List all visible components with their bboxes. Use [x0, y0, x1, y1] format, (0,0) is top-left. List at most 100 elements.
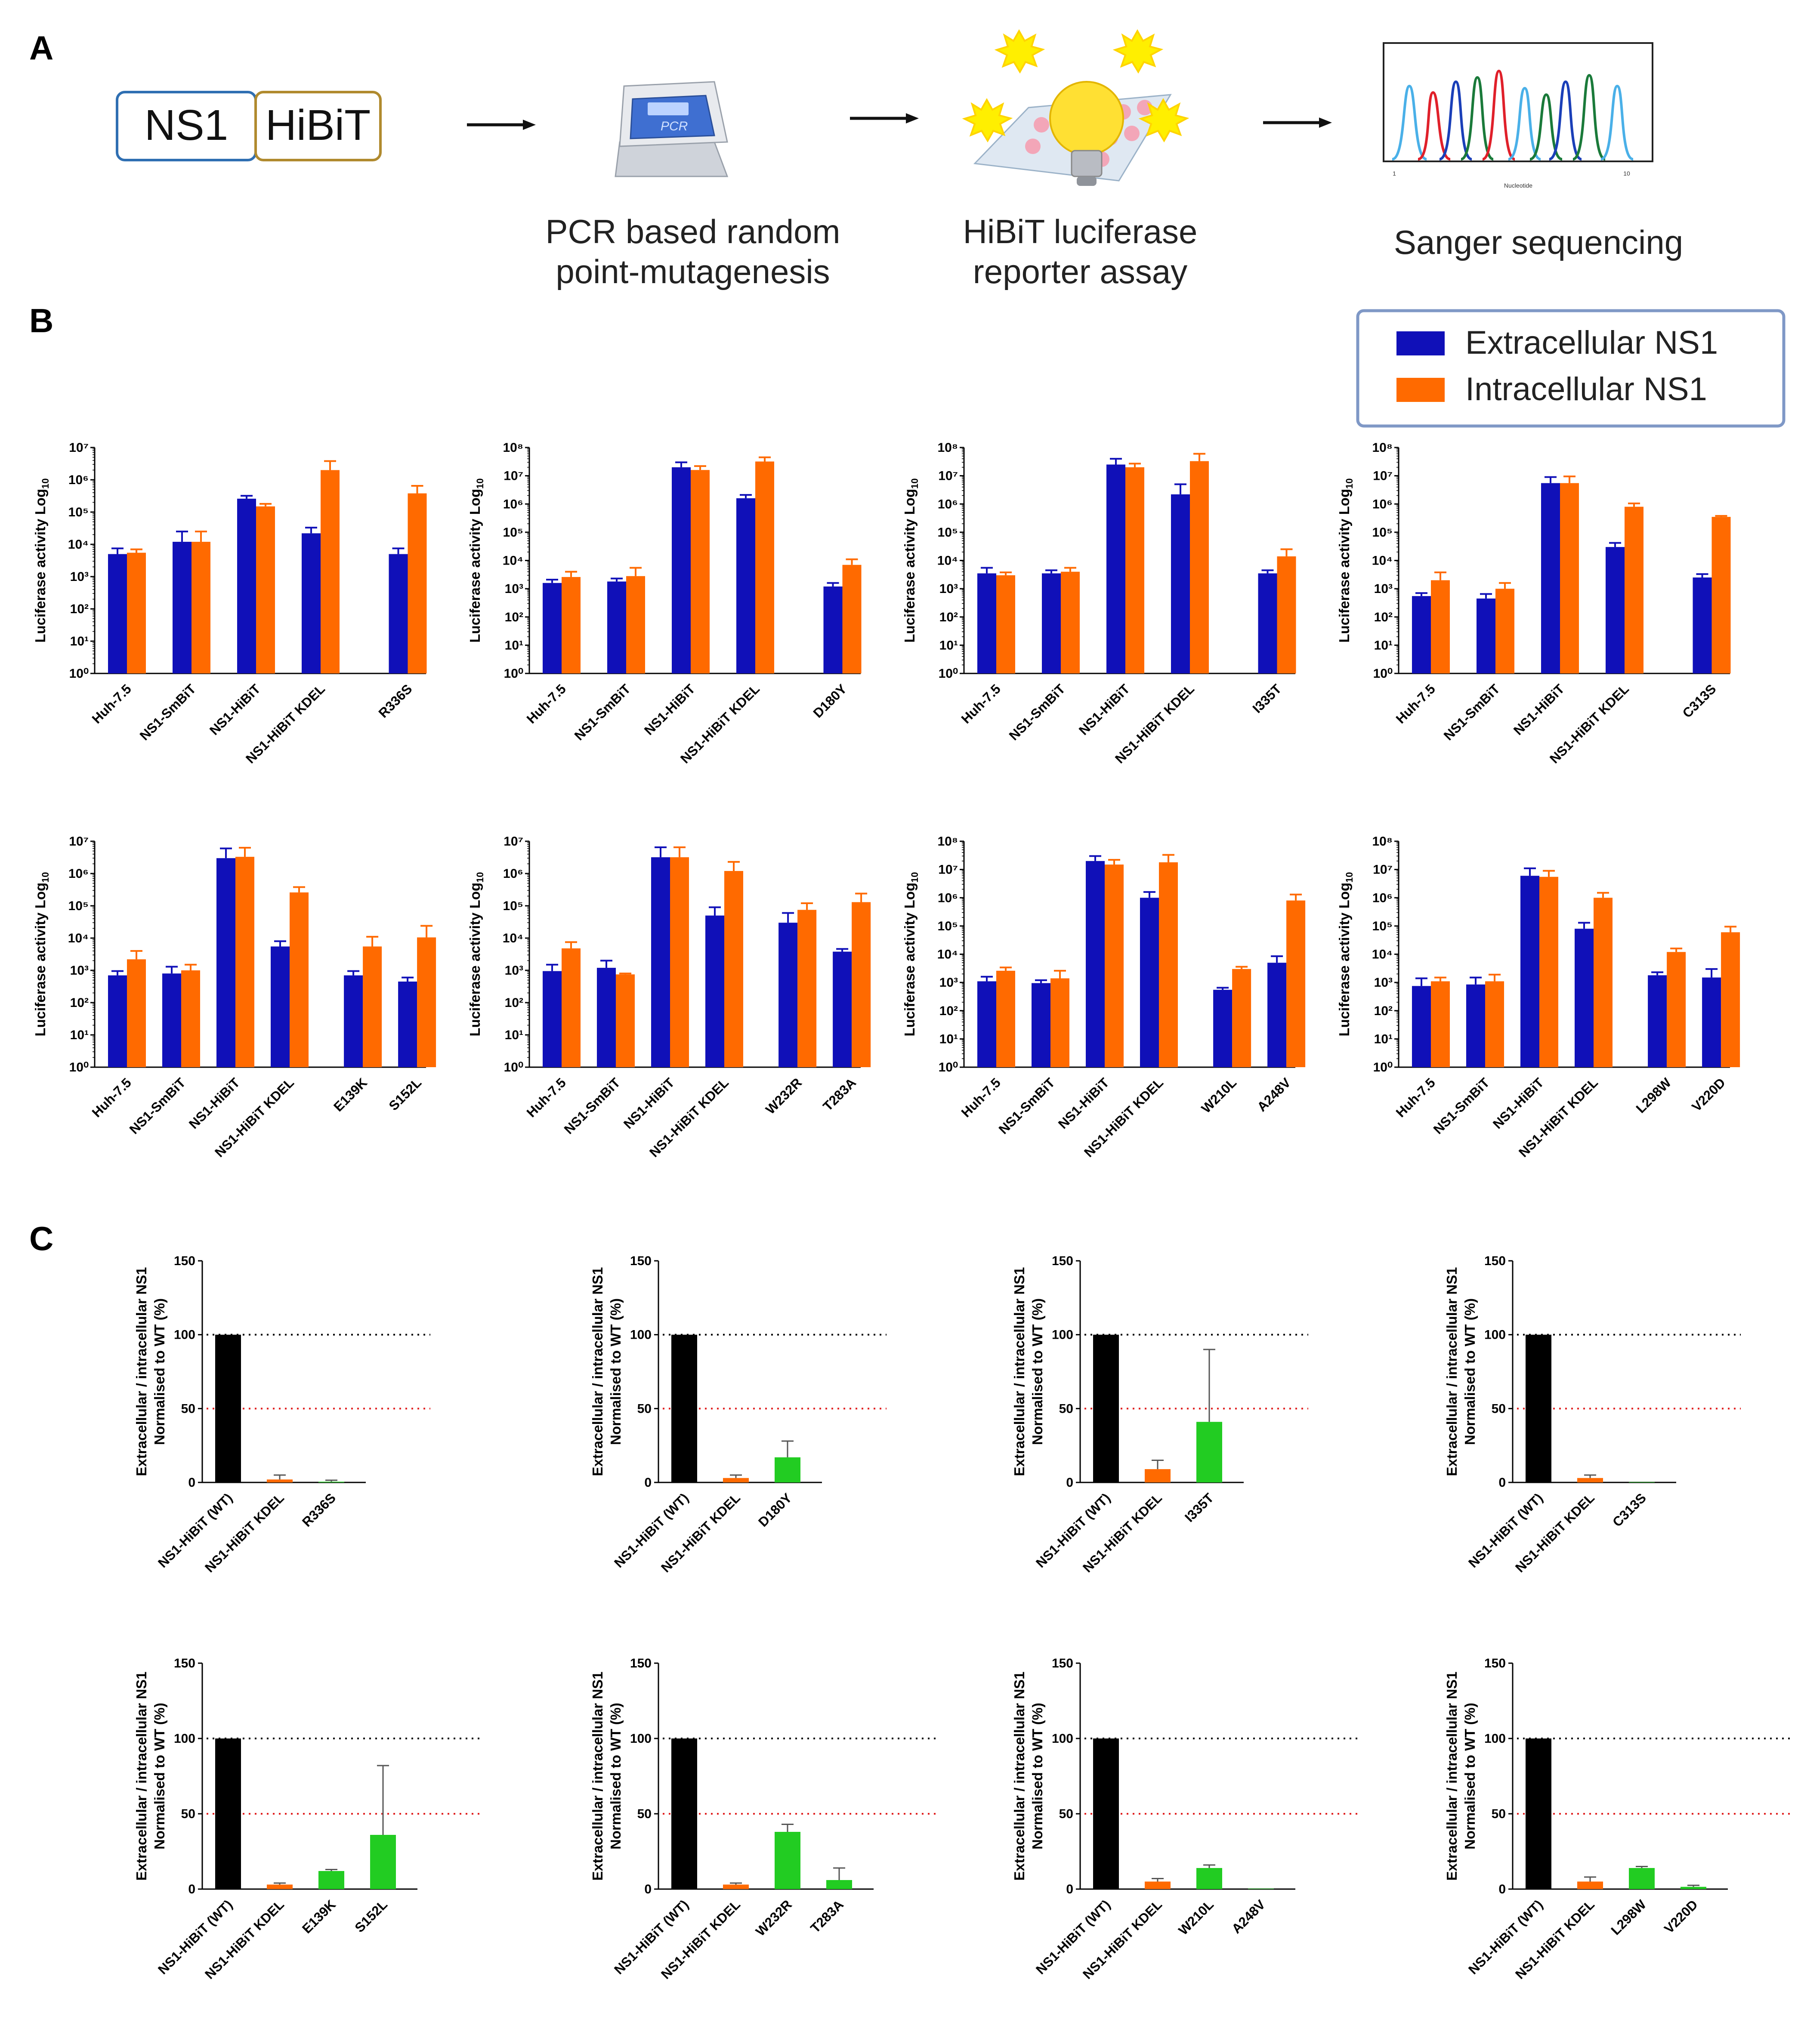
y-axis-label-line-1: Extracellular / intracellular NS1: [1444, 1671, 1460, 1880]
intracellular-bar: [1485, 981, 1504, 1067]
y-tick-label: 0: [644, 1476, 652, 1490]
y-axis-label-line-2: Normalised to WT (%): [608, 1703, 624, 1849]
y-tick-label: 10⁷: [1373, 469, 1393, 483]
y-tick-label: 100: [1052, 1328, 1073, 1342]
y-tick-label: 150: [630, 1254, 652, 1268]
y-tick-label: 0: [188, 1882, 195, 1896]
y-axis-label-line-2: Normalised to WT (%): [151, 1703, 167, 1849]
y-axis-label: Luciferase activity Log10: [1336, 872, 1355, 1036]
kdel-bar: [1577, 1478, 1603, 1482]
y-tick-label: 10⁸: [937, 441, 958, 455]
extracellular-bar: [173, 542, 192, 673]
y-axis-label-line-1: Extracellular / intracellular NS1: [1011, 1671, 1027, 1880]
y-tick-label: 10²: [1374, 1004, 1393, 1018]
y-tick-label: 10³: [70, 570, 89, 584]
y-tick-label: 50: [637, 1402, 652, 1416]
y-tick-label: 10³: [1374, 976, 1393, 990]
arrow-2: [850, 113, 919, 124]
extracellular-bar: [823, 586, 843, 673]
extracellular-bar: [1412, 986, 1431, 1067]
y-tick-label: 10⁷: [504, 834, 523, 849]
intracellular-bar: [996, 970, 1015, 1067]
y-tick-label: 10⁶: [503, 867, 523, 881]
y-tick-label: 10⁷: [504, 469, 523, 483]
intracellular-bar: [1431, 580, 1450, 673]
intracellular-bar: [321, 470, 340, 673]
y-axis-label: Luciferase activity Log10: [467, 478, 485, 642]
extracellular-bar: [1032, 983, 1050, 1067]
intracellular-bar: [1125, 467, 1144, 673]
y-tick-label: 0: [644, 1882, 652, 1896]
y-tick-label: 10⁷: [1373, 863, 1393, 877]
intracellular-bar: [1495, 589, 1514, 673]
mutant-bar: [1196, 1868, 1222, 1889]
extracellular-bar: [1042, 573, 1061, 673]
kdel-bar: [1145, 1469, 1171, 1482]
legend-swatch-intracellular: [1396, 378, 1445, 402]
y-tick-label: 10⁵: [938, 525, 958, 540]
arrow-3: [1263, 117, 1332, 128]
extracellular-bar: [543, 971, 562, 1067]
y-axis-label: Luciferase activity Log10: [467, 872, 485, 1036]
y-tick-label: 10⁵: [68, 899, 89, 913]
y-tick-label: 10⁷: [938, 863, 958, 877]
extracellular-bar: [1258, 573, 1277, 673]
y-tick-label: 10⁴: [937, 554, 958, 568]
y-tick-label: 10¹: [1374, 1032, 1393, 1046]
kdel-bar: [723, 1884, 749, 1889]
y-tick-label: 150: [630, 1656, 652, 1670]
wt-bar: [215, 1334, 241, 1482]
y-tick-label: 50: [181, 1402, 195, 1416]
y-tick-label: 10⁴: [1372, 554, 1393, 568]
intracellular-bar: [181, 970, 200, 1067]
extracellular-bar: [1520, 876, 1539, 1067]
y-tick-label: 10⁵: [1372, 919, 1393, 933]
y-tick-label: 10⁷: [69, 441, 89, 455]
panel-letter-b: B: [29, 302, 53, 340]
mutant-bar: [775, 1832, 800, 1889]
y-tick-label: 10²: [70, 996, 89, 1010]
y-tick-label: 100: [1484, 1328, 1506, 1342]
y-tick-label: 10⁰: [504, 1060, 523, 1074]
wt-bar: [1093, 1334, 1119, 1482]
y-tick-label: 150: [174, 1254, 195, 1268]
y-tick-label: 10⁰: [504, 667, 523, 681]
extracellular-bar: [597, 968, 616, 1067]
pcr-label: PCR: [661, 119, 688, 133]
extracellular-bar: [271, 946, 290, 1067]
y-tick-label: 10⁸: [1372, 441, 1393, 455]
y-tick-label: 10³: [505, 582, 523, 596]
y-tick-label: 10²: [1374, 610, 1393, 624]
extracellular-bar: [1213, 990, 1233, 1067]
legend-swatch-extracellular: [1396, 331, 1445, 355]
sanger-chromatogram: 1 Nucleotide 10: [1383, 42, 1653, 189]
extracellular-bar: [1541, 483, 1560, 673]
y-tick-label: 150: [1484, 1254, 1506, 1268]
step-3-line-1: Sanger sequencing: [1394, 223, 1683, 261]
intracellular-bar: [235, 857, 254, 1067]
y-axis-label-line-2: Normalised to WT (%): [1029, 1298, 1045, 1445]
y-tick-label: 50: [1059, 1807, 1073, 1821]
y-tick-label: 10⁸: [1372, 834, 1393, 849]
extracellular-bar: [389, 554, 408, 673]
intracellular-bar: [724, 871, 743, 1067]
intracellular-bar: [417, 937, 436, 1067]
intracellular-bar: [408, 493, 427, 673]
y-tick-label: 10⁴: [68, 931, 89, 945]
intracellular-bar: [127, 959, 146, 1067]
extracellular-bar: [216, 858, 235, 1067]
hibit-box-label: HiBiT: [266, 101, 371, 149]
y-tick-label: 10²: [505, 996, 523, 1010]
extracellular-bar: [833, 951, 852, 1067]
y-axis-label-line-1: Extracellular / intracellular NS1: [590, 1671, 605, 1880]
y-axis-label-line-1: Extracellular / intracellular NS1: [133, 1671, 149, 1880]
y-axis-label: Luciferase activity Log10: [32, 478, 51, 642]
y-tick-label: 10²: [939, 610, 958, 624]
extracellular-bar: [736, 498, 755, 673]
arrow-1: [467, 120, 536, 130]
mutant-bar: [1629, 1868, 1655, 1889]
extracellular-bar: [1648, 975, 1667, 1067]
y-tick-label: 10⁵: [68, 505, 89, 519]
y-axis-label-line-2: Normalised to WT (%): [1462, 1298, 1478, 1445]
extracellular-bar: [1412, 596, 1431, 673]
